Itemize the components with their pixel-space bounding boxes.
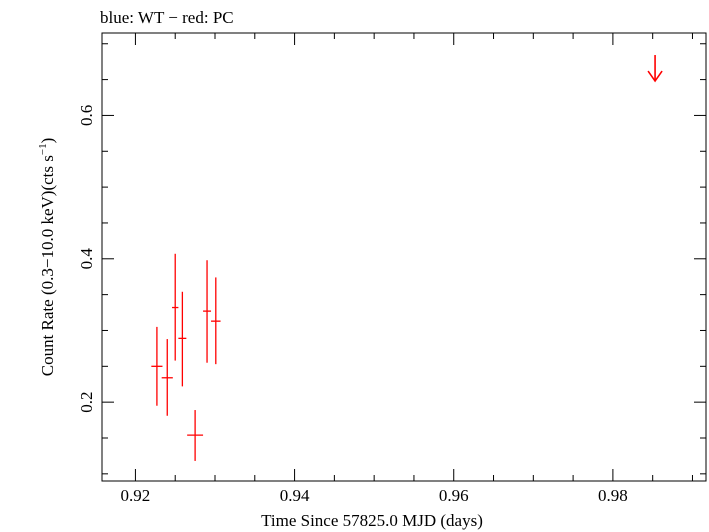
data-point: [178, 291, 187, 387]
x-tick-labels: 0.92 0.94 0.96 0.98: [121, 486, 628, 505]
y-tick-label: 0.2: [77, 392, 96, 413]
x-tick-label: 0.92: [121, 486, 151, 505]
y-tick-labels: 0.2 0.4 0.6: [77, 105, 96, 413]
x-tick-label: 0.96: [439, 486, 469, 505]
data-point: [203, 260, 212, 363]
upper-limit-arrow: [647, 55, 663, 83]
x-axis-label: Time Since 57825.0 MJD (days): [261, 511, 483, 530]
x-tick-label: 0.94: [280, 486, 310, 505]
axis-ticks: [102, 33, 706, 481]
y-tick-label: 0.4: [77, 248, 96, 270]
chart-title: blue: WT − red: PC: [100, 8, 234, 27]
y-axis-label-main: Count Rate (0.3−10.0 keV)(cts s: [38, 155, 57, 376]
upper-limit-head: [647, 70, 663, 83]
y-tick-label: 0.6: [77, 105, 96, 126]
y-axis-label-end: ): [38, 138, 57, 144]
data-points: [151, 253, 221, 461]
data-point: [161, 339, 173, 416]
data-point: [187, 410, 204, 461]
data-point: [211, 277, 221, 365]
x-tick-label: 0.98: [598, 486, 628, 505]
data-point: [151, 326, 163, 406]
y-axis-label-sup: −1: [37, 143, 49, 155]
upper-limits: [647, 55, 663, 83]
data-point: [172, 253, 179, 361]
y-axis-label: Count Rate (0.3−10.0 keV)(cts s−1): [37, 138, 57, 377]
plot-frame: [101, 32, 707, 482]
